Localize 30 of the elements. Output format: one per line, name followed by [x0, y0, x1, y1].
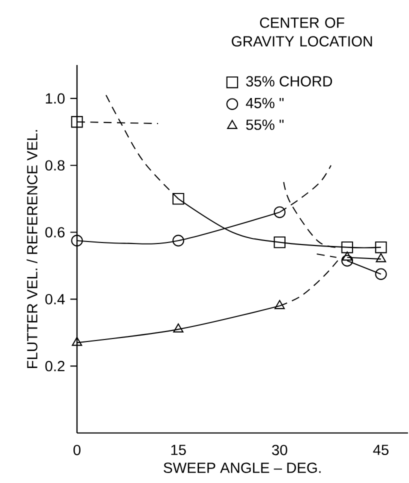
point — [172, 234, 184, 247]
point — [341, 241, 354, 254]
x-tick-label: 30 — [272, 444, 288, 456]
point — [375, 241, 387, 254]
point — [342, 252, 352, 261]
x-axis-title: SWEEP ANGLE – DEG. — [164, 462, 321, 473]
x-tick-label: 15 — [171, 444, 186, 456]
x-tick-label: 0 — [73, 444, 80, 456]
legend-label: 55% " — [246, 120, 284, 130]
y-tick-label: 0.2 — [45, 360, 64, 372]
y-tick-label: 0.6 — [45, 227, 65, 238]
legend-label: 35% CHORD — [246, 76, 332, 87]
point — [341, 254, 354, 267]
point — [172, 192, 184, 205]
y-tick-label: 0.4 — [45, 294, 65, 304]
point — [71, 116, 83, 128]
y-tick-label: 0.8 — [45, 160, 65, 171]
point — [376, 253, 386, 262]
point — [274, 206, 286, 218]
point — [274, 300, 285, 310]
point — [274, 236, 286, 248]
point — [71, 234, 83, 247]
point — [173, 323, 184, 332]
y-axis-title: FLUTTER VEL. / REFERENCE VEL. — [26, 130, 38, 368]
legend-label: 45% " — [246, 98, 284, 108]
point — [375, 268, 387, 280]
point — [72, 336, 82, 346]
y-tick-label: 1.0 — [46, 93, 65, 104]
chart-title: CENTER OF GRAVITY LOCATION — [232, 17, 372, 47]
x-tick-label: 45 — [373, 444, 388, 456]
